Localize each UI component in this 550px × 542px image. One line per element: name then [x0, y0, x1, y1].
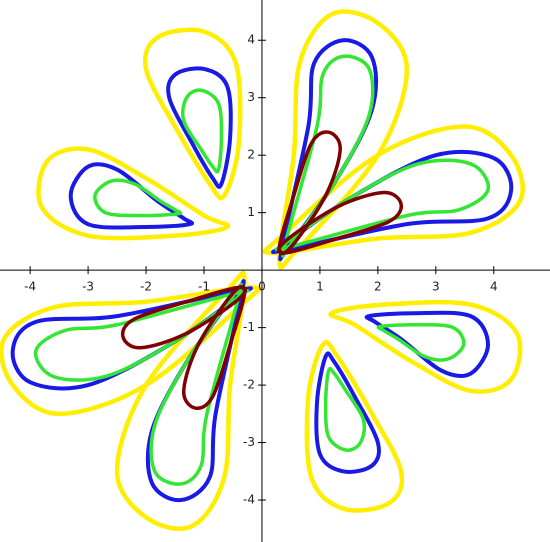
x-tick-label: 0	[258, 280, 266, 294]
x-tick-label: 3	[432, 280, 440, 294]
contour-curve	[277, 130, 342, 256]
contour-curve	[180, 88, 224, 174]
x-tick-label: 1	[316, 280, 324, 294]
x-tick-label: -1	[198, 280, 210, 294]
contour-curve	[323, 366, 367, 452]
x-tick-label: -4	[24, 280, 36, 294]
contour-curve	[36, 146, 231, 241]
y-tick-label: 1	[247, 205, 255, 219]
contour-curve	[120, 285, 247, 350]
contour-curve	[262, 124, 525, 256]
contour-curve	[328, 299, 523, 394]
y-tick-label: -2	[243, 378, 255, 392]
y-tick-label: -4	[243, 493, 255, 507]
contour-curve	[314, 351, 382, 474]
x-tick-label: -3	[82, 280, 94, 294]
contour-curve	[376, 322, 466, 362]
x-tick-label: -2	[140, 280, 152, 294]
contour-curve	[143, 27, 243, 201]
contour-curve	[166, 66, 233, 189]
contour-curve	[276, 190, 404, 255]
contour-curve	[304, 339, 405, 513]
y-tick-label: -1	[243, 320, 255, 334]
y-tick-label: -3	[243, 435, 255, 449]
contour-curve	[181, 284, 247, 411]
y-tick-label: 3	[247, 90, 255, 104]
contour-curve	[114, 270, 247, 531]
y-tick-label: 2	[247, 148, 255, 162]
y-tick-label: 4	[247, 33, 255, 47]
contour-curve	[277, 9, 410, 270]
x-tick-label: 4	[490, 280, 498, 294]
contour-curve	[93, 178, 183, 218]
contour-curve	[0, 285, 262, 417]
x-tick-label: 2	[374, 280, 382, 294]
